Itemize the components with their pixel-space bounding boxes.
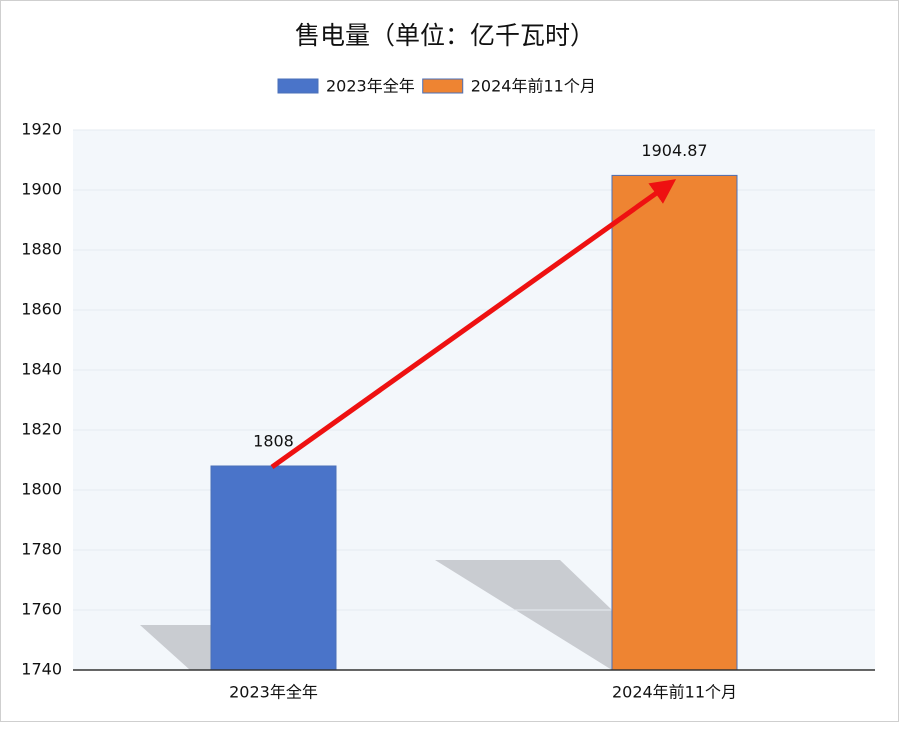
y-tick-label: 1880 [21,240,62,259]
y-tick-label: 1840 [21,360,62,379]
plot-area [73,130,875,670]
data-label: 1904.87 [641,141,707,160]
y-tick-label: 1920 [21,120,62,139]
legend-label: 2024年前11个月 [471,77,596,96]
legend-label: 2023年全年 [326,77,415,96]
chart-title: 售电量（单位：亿千瓦时） [295,21,595,50]
x-tick-label: 2024年前11个月 [612,683,737,702]
x-tick-label: 2023年全年 [229,683,318,702]
y-tick-label: 1820 [21,420,62,439]
y-tick-label: 1780 [21,540,62,559]
y-tick-label: 1800 [21,480,62,499]
y-tick-label: 1860 [21,300,62,319]
legend-swatch [422,78,464,94]
y-tick-label: 1740 [21,660,62,679]
bar [210,465,337,671]
data-label: 1808 [253,432,294,451]
legend-swatch [277,78,319,94]
y-tick-label: 1900 [21,180,62,199]
bar [611,174,738,671]
trend-arrow [270,179,677,470]
y-tick-label: 1760 [21,600,62,619]
shadow [435,560,612,670]
